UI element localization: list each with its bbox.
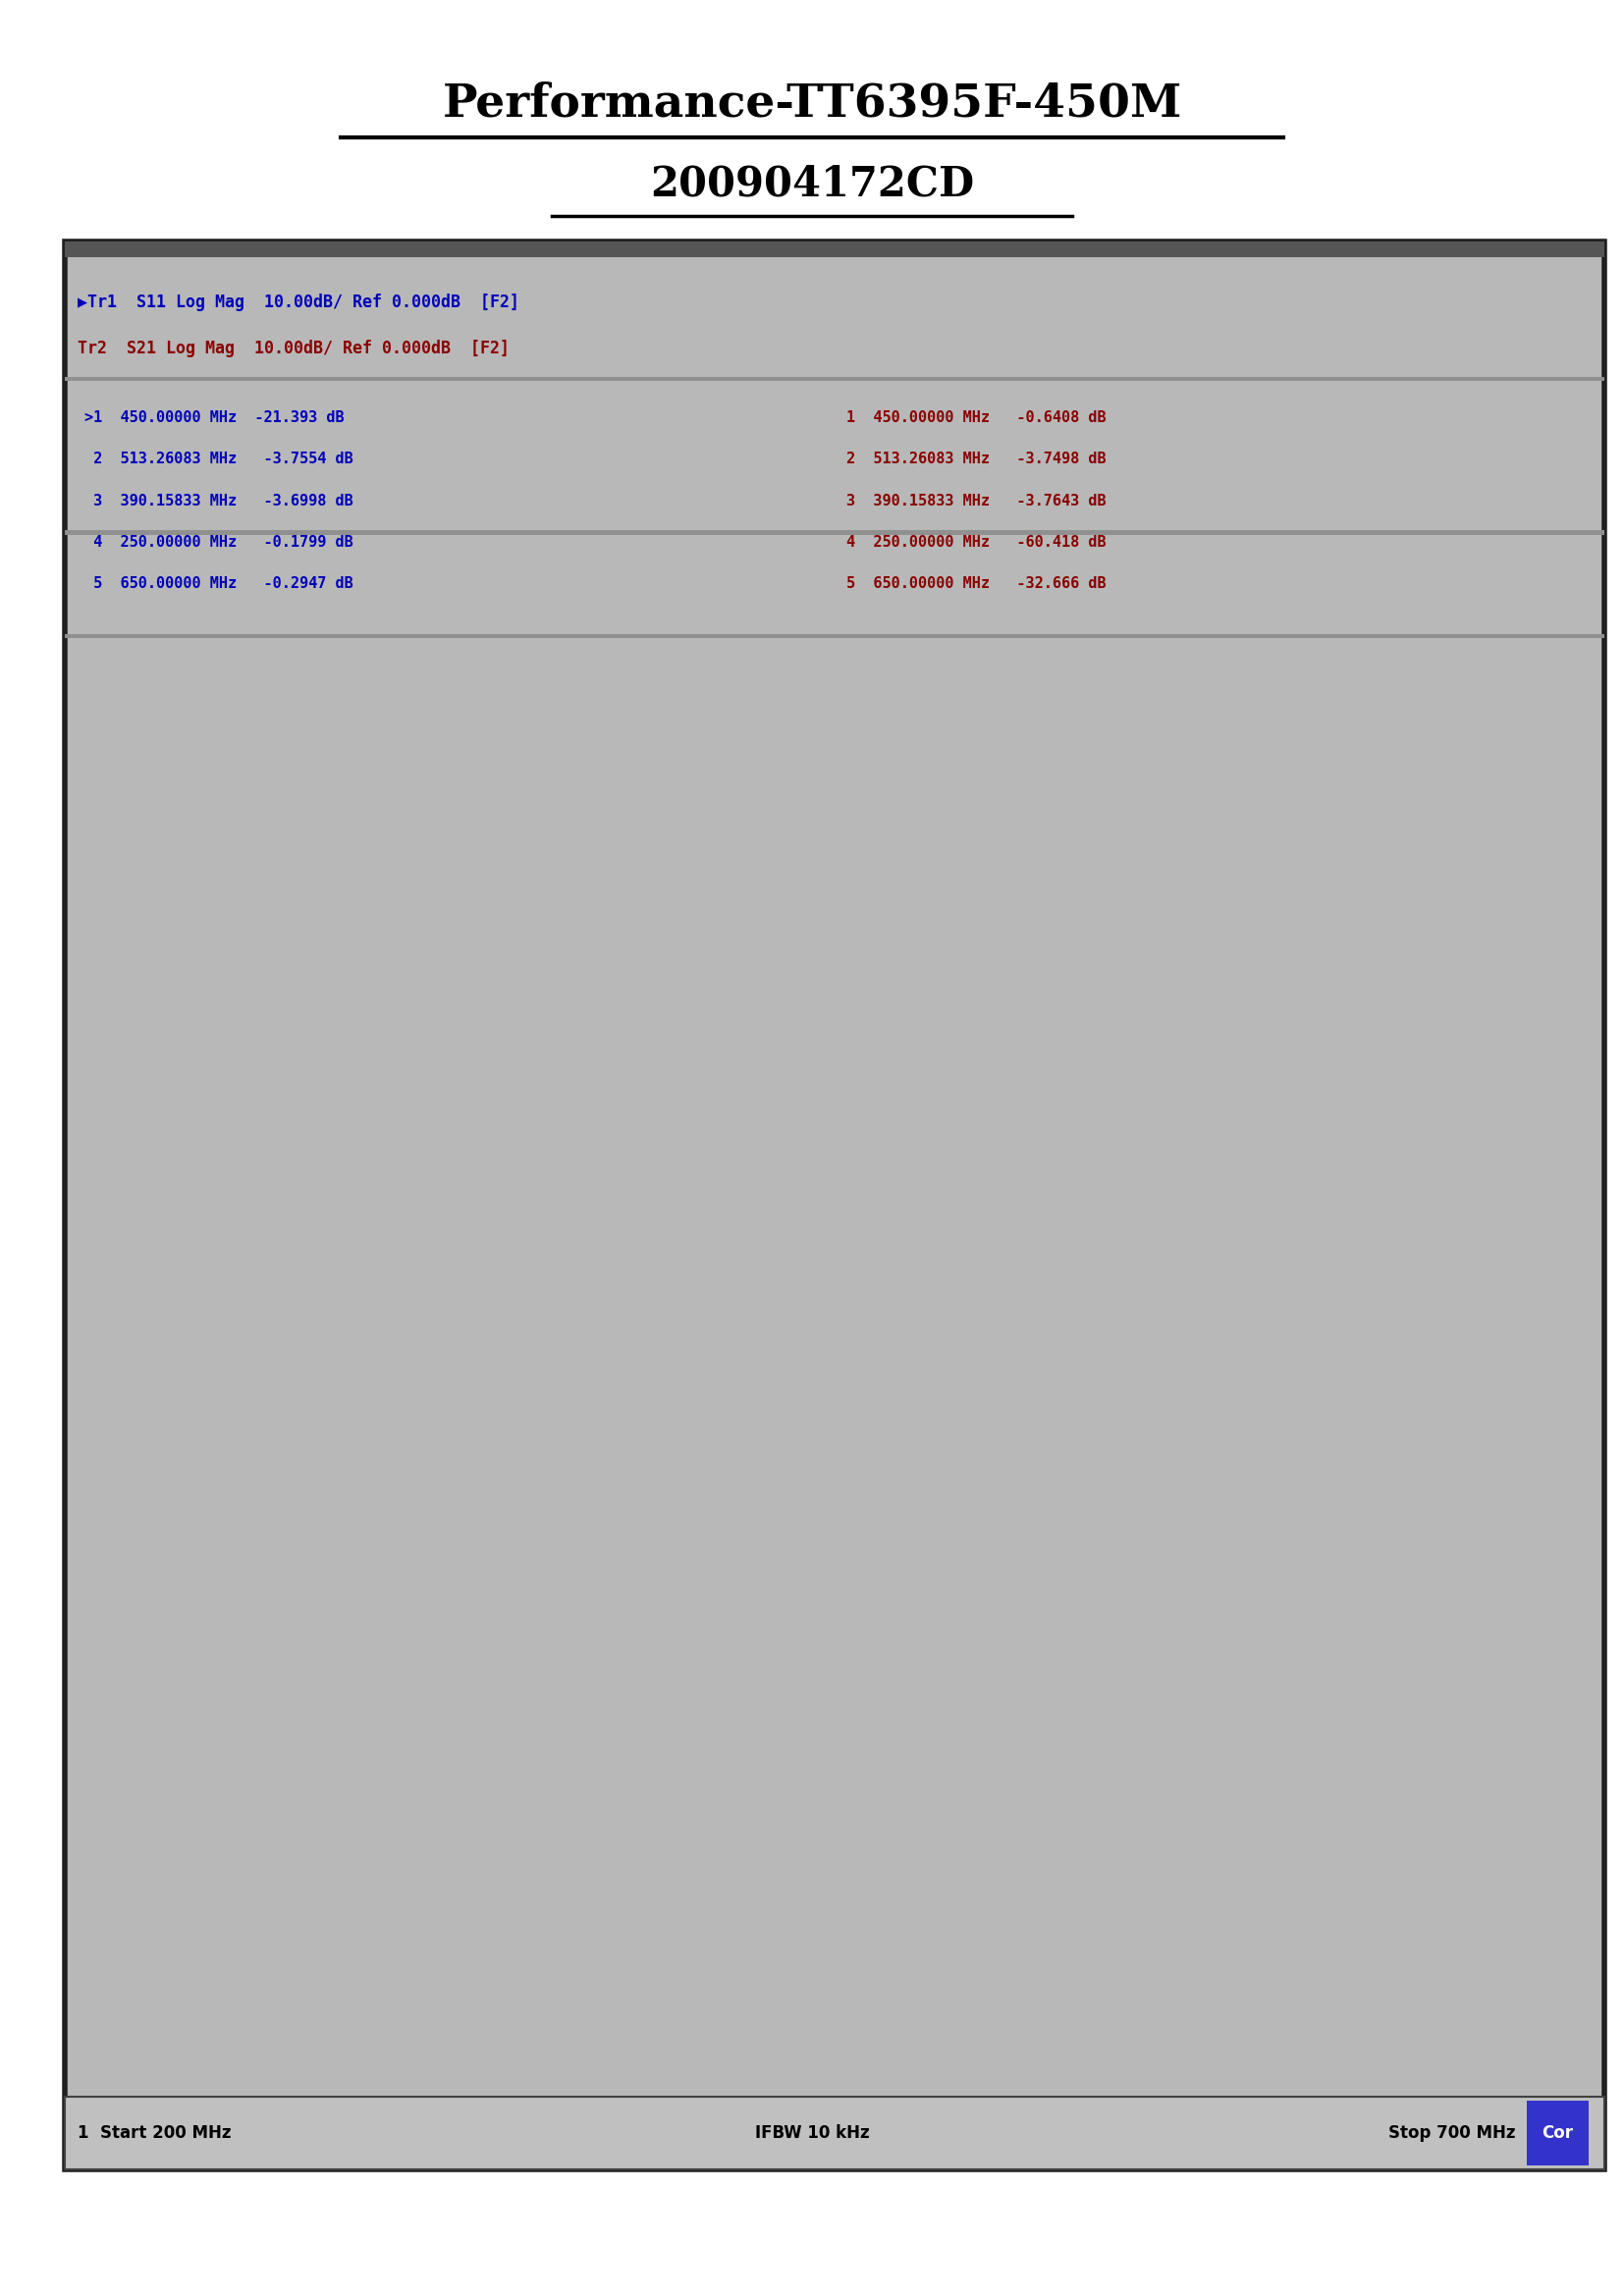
Text: 4: 4 [253,1453,263,1467]
Text: 2  513.26083 MHz   -3.7498 dB: 2 513.26083 MHz -3.7498 dB [846,452,1106,466]
Text: Stop 700 MHz: Stop 700 MHz [1389,2124,1515,2142]
Text: >1: >1 [843,912,864,925]
Text: Performance-TT6395F-450M: Performance-TT6395F-450M [442,80,1182,126]
Text: 2: 2 [1030,664,1039,677]
Text: 200904172CD: 200904172CD [650,163,974,204]
Text: 2: 2 [1030,664,1039,677]
Text: >1  450.00000 MHz  -21.393 dB: >1 450.00000 MHz -21.393 dB [84,411,344,425]
Text: 3  390.15833 MHz   -3.6998 dB: 3 390.15833 MHz -3.6998 dB [84,494,354,507]
Text: 3  390.15833 MHz   -3.7643 dB: 3 390.15833 MHz -3.7643 dB [846,494,1106,507]
Text: 1  450.00000 MHz   -0.6408 dB: 1 450.00000 MHz -0.6408 dB [846,411,1106,425]
Text: 4  250.00000 MHz   -60.418 dB: 4 250.00000 MHz -60.418 dB [846,535,1106,549]
Text: 1  Start 200 MHz: 1 Start 200 MHz [78,2124,232,2142]
Text: 5  650.00000 MHz   -32.666 dB: 5 650.00000 MHz -32.666 dB [846,576,1106,590]
Text: 4: 4 [253,1320,263,1334]
Text: Cor: Cor [1541,2124,1574,2142]
Text: 2  513.26083 MHz   -3.7554 dB: 2 513.26083 MHz -3.7554 dB [84,452,354,466]
Text: 3: 3 [617,664,627,677]
Text: 1: 1 [843,620,853,634]
Text: IFBW 10 kHz: IFBW 10 kHz [755,2124,869,2142]
Text: 5  650.00000 MHz   -0.2947 dB: 5 650.00000 MHz -0.2947 dB [84,576,354,590]
Text: 3: 3 [617,664,627,677]
Text: 5: 5 [1434,1070,1444,1084]
Text: 5: 5 [1434,615,1444,629]
Text: ▶Tr1  S11 Log Mag  10.00dB/ Ref 0.000dB  [F2]: ▶Tr1 S11 Log Mag 10.00dB/ Ref 0.000dB [F… [78,294,520,312]
Text: 4  250.00000 MHz   -0.1799 dB: 4 250.00000 MHz -0.1799 dB [84,535,354,549]
Text: Tr2  S21 Log Mag  10.00dB/ Ref 0.000dB  [F2]: Tr2 S21 Log Mag 10.00dB/ Ref 0.000dB [F2… [78,340,510,358]
